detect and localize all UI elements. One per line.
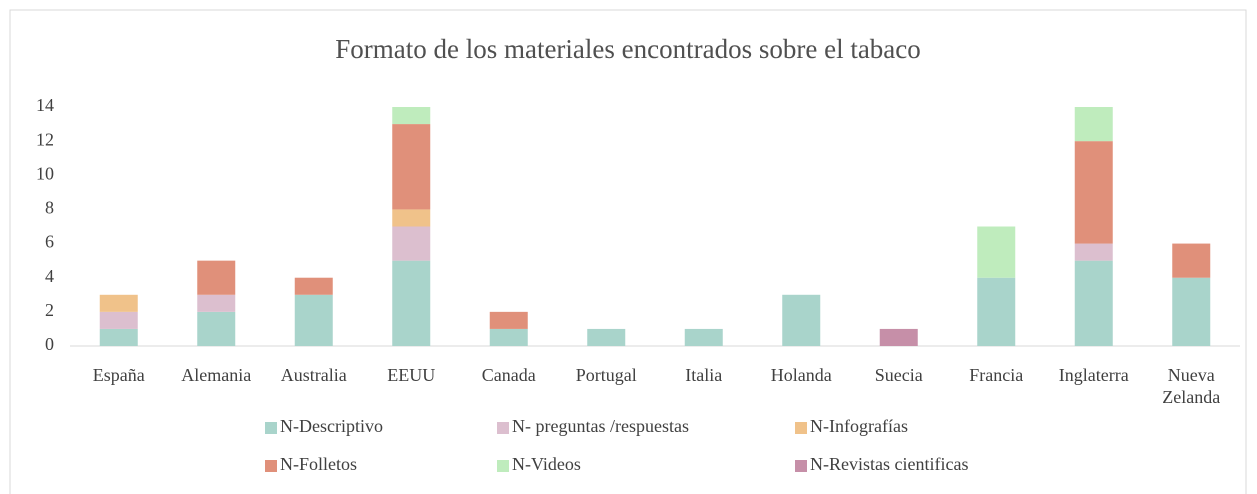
bar-segment xyxy=(977,226,1016,278)
legend-swatch xyxy=(265,460,277,472)
legend-swatch xyxy=(497,460,509,472)
bar-segment xyxy=(392,226,431,261)
bar-segment xyxy=(197,260,236,295)
x-tick-label: Suecia xyxy=(875,365,923,385)
legend-label: N-Videos xyxy=(512,454,581,474)
legend-swatch xyxy=(795,422,807,434)
x-tick-label: Italia xyxy=(685,365,722,385)
bar-segment xyxy=(1074,260,1113,346)
bar-segment xyxy=(392,209,431,227)
bar-segment xyxy=(294,294,333,346)
bar-segment xyxy=(294,277,333,295)
x-tick-label: Alemania xyxy=(181,365,251,385)
legend-label: N- preguntas /respuestas xyxy=(512,416,689,436)
x-tick-label: EEUU xyxy=(387,365,435,385)
bar-segment xyxy=(392,124,431,210)
legend-label: N-Folletos xyxy=(280,454,357,474)
legend-swatch xyxy=(795,460,807,472)
y-tick-label: 2 xyxy=(45,300,54,320)
bar-segment xyxy=(879,328,918,346)
bar-segment xyxy=(1074,107,1113,142)
x-tick-label: Australia xyxy=(281,365,347,385)
bar-segment xyxy=(489,328,528,346)
x-tick-label: Holanda xyxy=(771,365,832,385)
bar-segment xyxy=(392,260,431,346)
bar-segment xyxy=(782,294,821,346)
bar-segment xyxy=(197,294,236,312)
bar-segment xyxy=(684,328,723,346)
x-tick-label: Canada xyxy=(482,365,536,385)
chart-title: Formato de los materiales encontrados so… xyxy=(335,34,921,64)
legend-swatch xyxy=(265,422,277,434)
y-tick-label: 14 xyxy=(36,95,54,115)
legend-label: N-Infografías xyxy=(810,416,908,436)
legend-label: N-Descriptivo xyxy=(280,416,383,436)
y-tick-label: 10 xyxy=(36,163,54,183)
bar-segment xyxy=(1074,243,1113,261)
x-tick-label: Portugal xyxy=(576,365,637,385)
bar-segment xyxy=(1074,141,1113,244)
y-tick-label: 8 xyxy=(45,198,54,218)
y-tick-label: 12 xyxy=(36,129,54,149)
bar-segment xyxy=(1172,243,1211,278)
x-tick-label: España xyxy=(93,365,145,385)
legend-label: N-Revistas cientificas xyxy=(810,454,968,474)
legend-swatch xyxy=(497,422,509,434)
bar-segment xyxy=(977,277,1016,346)
y-tick-label: 4 xyxy=(45,266,54,286)
bar-segment xyxy=(99,311,138,329)
bar-segment xyxy=(392,107,431,125)
x-tick-label: Nueva Zelanda xyxy=(1162,365,1220,407)
bar-segment xyxy=(99,328,138,346)
y-tick-label: 6 xyxy=(45,232,54,252)
x-tick-label: Inglaterra xyxy=(1059,365,1129,385)
x-tick-label: Francia xyxy=(969,365,1023,385)
bar-segment xyxy=(1172,277,1211,346)
bar-segment xyxy=(197,311,236,346)
bar-segment xyxy=(99,294,138,312)
chart-border xyxy=(9,9,1247,494)
bar-segment xyxy=(587,328,626,346)
bar-segment xyxy=(489,311,528,329)
y-tick-label: 0 xyxy=(45,334,54,354)
